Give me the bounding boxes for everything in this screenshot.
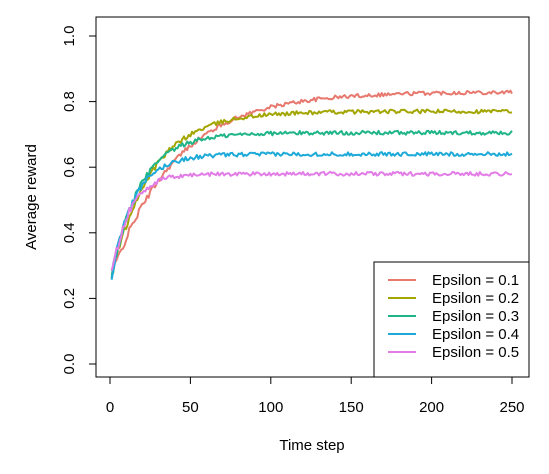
legend-label-5: Epsilon = 0.5 (432, 344, 519, 361)
legend-label-3: Epsilon = 0.3 (432, 308, 519, 325)
y-axis-title: Average reward (23, 144, 40, 250)
y-tick-label: 0.0 (61, 354, 78, 375)
y-tick-label: 0.6 (61, 157, 78, 178)
x-tick-label: 150 (339, 399, 364, 416)
x-tick-label: 100 (258, 399, 283, 416)
x-axis-title: Time step (279, 437, 344, 454)
x-tick-label: 0 (106, 399, 114, 416)
series-line-3 (110, 129, 513, 279)
series-line-2 (111, 108, 513, 275)
legend-label-4: Epsilon = 0.4 (432, 326, 519, 343)
y-tick-label: 0.8 (61, 91, 78, 112)
x-tick-label: 250 (499, 399, 524, 416)
series-line-4 (110, 151, 513, 280)
legend-label-2: Epsilon = 0.2 (432, 290, 519, 307)
series-line-5 (110, 170, 513, 272)
y-tick-label: 0.4 (61, 222, 78, 243)
y-tick-label: 0.2 (61, 288, 78, 309)
x-tick-label: 50 (182, 399, 199, 416)
y-axis: 0.0 0.2 0.4 0.6 0.8 1.0 (61, 26, 97, 375)
series-line-1 (110, 89, 513, 276)
x-tick-label: 200 (419, 399, 444, 416)
legend-box (373, 261, 530, 378)
legend-label-1: Epsilon = 0.1 (432, 272, 519, 289)
x-axis: 0 50 100 150 200 250 (106, 376, 525, 416)
y-tick-label: 1.0 (61, 26, 78, 47)
series-group (110, 89, 513, 280)
